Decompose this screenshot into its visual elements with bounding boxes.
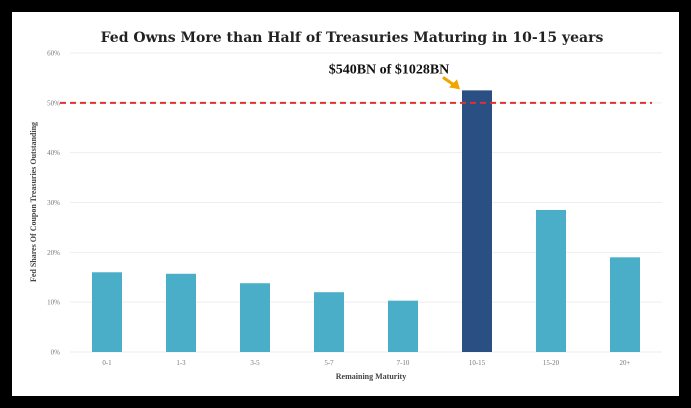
y-tick-label: 30% [47, 199, 60, 207]
y-tick-label: 50% [47, 99, 60, 107]
y-tick-label: 20% [47, 249, 60, 257]
bar-15-20 [536, 209, 566, 352]
annotation-label: $540BN of $1028BN [329, 62, 450, 77]
bar-5-7 [314, 292, 344, 352]
x-tick-label: 3-5 [250, 359, 260, 367]
y-tick-label: 60% [47, 50, 60, 58]
x-tick-label: 7-10 [397, 359, 410, 367]
bar-3-5 [240, 283, 270, 352]
bar-10-15 [462, 90, 492, 352]
y-tick-label: 40% [47, 149, 60, 157]
x-tick-label: 15-20 [543, 359, 560, 367]
x-axis-label: Remaining Maturity [336, 372, 406, 381]
gridlines [70, 52, 662, 353]
y-axis-label: Fed Shares Of Coupon Treasuries Outstand… [29, 122, 38, 282]
x-tick-label: 20+ [620, 359, 631, 367]
bar-20+ [610, 257, 640, 352]
y-tick-label: 10% [47, 299, 60, 307]
y-tick-label: 0% [51, 349, 61, 357]
x-tick-labels: 0-1 1-3 3-5 5-7 7-10 10-15 15-20 20+ [102, 359, 630, 367]
annotation-arrowhead [449, 79, 460, 90]
x-tick-label: 10-15 [469, 359, 486, 367]
chart-title: Fed Owns More than Half of Treasuries Ma… [101, 30, 604, 46]
y-tick-labels: 0% 10% 20% 30% 40% 50% 60% [47, 50, 60, 357]
x-tick-label: 1-3 [176, 359, 186, 367]
chart-frame: 0% 10% 20% 30% 40% 50% 60% 0-1 1-3 3-5 5-7 7-10 10-… [12, 12, 679, 396]
bar-0-1 [92, 272, 122, 352]
x-tick-label: 0-1 [102, 359, 112, 367]
bar-1-3 [166, 273, 196, 352]
x-tick-label: 5-7 [324, 359, 334, 367]
bar-7-10 [388, 300, 418, 352]
bars [92, 90, 640, 352]
bar-chart: 0% 10% 20% 30% 40% 50% 60% 0-1 1-3 3-5 5-7 7-10 10-… [29, 30, 662, 381]
